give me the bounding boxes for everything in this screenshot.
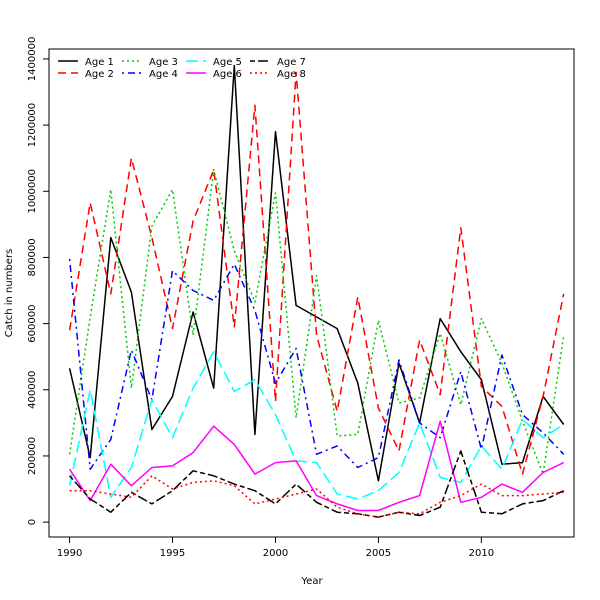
y-tick-label: 600000 bbox=[27, 305, 38, 343]
x-tick-label: 2010 bbox=[469, 548, 494, 559]
legend-label-age-7: Age 7 bbox=[277, 57, 306, 68]
legend-label-age-1: Age 1 bbox=[85, 57, 114, 68]
y-tick-label: 1000000 bbox=[27, 169, 38, 214]
plot-lines bbox=[68, 64, 565, 518]
legend-label-age-2: Age 2 bbox=[85, 69, 114, 80]
y-tick-label: 1200000 bbox=[27, 103, 38, 148]
y-tick-label: 400000 bbox=[27, 371, 38, 409]
x-tick-label: 2000 bbox=[263, 548, 288, 559]
series-line-age-7 bbox=[69, 450, 565, 518]
y-tick-label: 1400000 bbox=[27, 37, 38, 82]
y-tick-label: 800000 bbox=[27, 238, 38, 276]
series-line-age-8 bbox=[69, 475, 564, 518]
plot-frame bbox=[48, 48, 575, 538]
y-tick-label: 200000 bbox=[27, 437, 38, 475]
y-tick-label: 0 bbox=[27, 519, 38, 525]
y-axis: 0 200000 400000 600000 800000 1000000 1200000 1… bbox=[27, 37, 49, 525]
legend-label-age-3: Age 3 bbox=[149, 57, 178, 68]
series-line-age-3 bbox=[68, 169, 565, 475]
series-line-age-5 bbox=[68, 350, 565, 500]
x-tick-label: 2005 bbox=[366, 548, 391, 559]
legend-label-age-8: Age 8 bbox=[277, 69, 306, 80]
legend-label-age-5: Age 5 bbox=[213, 57, 242, 68]
legend-label-age-4: Age 4 bbox=[149, 69, 178, 80]
series-line-age-6 bbox=[68, 420, 565, 512]
series-line-age-1 bbox=[68, 64, 565, 482]
x-axis-title: Year bbox=[300, 576, 323, 587]
x-tick-label: 1990 bbox=[57, 548, 82, 559]
y-axis-title: Catch in numbers bbox=[4, 249, 15, 338]
legend-label-age-6: Age 6 bbox=[213, 69, 242, 80]
x-tick-label: 1995 bbox=[160, 548, 185, 559]
x-axis: 1990 1995 2000 2005 2010 bbox=[57, 537, 494, 559]
series-line-age-2 bbox=[68, 71, 565, 475]
